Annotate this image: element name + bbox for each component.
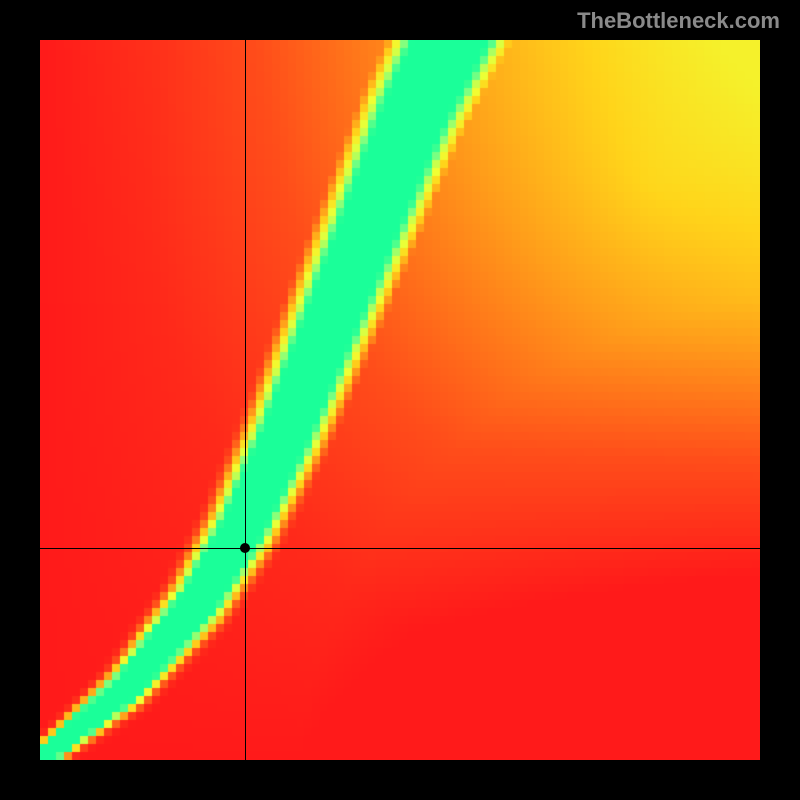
watermark-text: TheBottleneck.com [577, 8, 780, 34]
heatmap-plot [40, 40, 760, 760]
heatmap-canvas [40, 40, 760, 760]
crosshair-vertical [245, 40, 246, 760]
crosshair-horizontal [40, 548, 760, 549]
chart-container: { "watermark": "TheBottleneck.com", "lay… [0, 0, 800, 800]
crosshair-marker [240, 543, 250, 553]
